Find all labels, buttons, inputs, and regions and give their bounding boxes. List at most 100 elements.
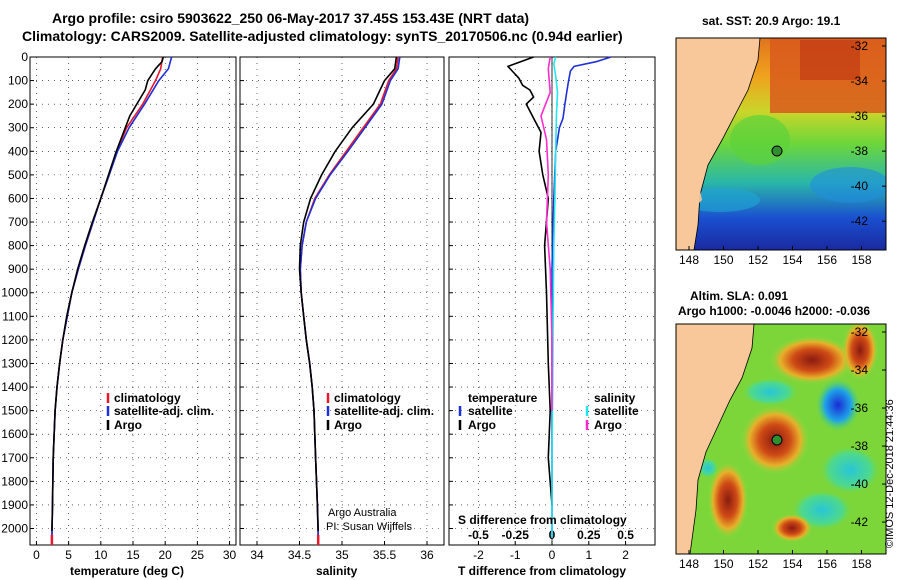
tick-label-y: 2000 bbox=[1, 521, 28, 535]
tick-label-x: 0 bbox=[549, 548, 556, 562]
xlabel-temperature: temperature (deg C) bbox=[70, 564, 184, 578]
tick-label-y: 1100 bbox=[2, 309, 28, 323]
tick-label-y: 500 bbox=[8, 168, 28, 182]
series-line bbox=[507, 56, 553, 505]
map-tick-label-y: -40 bbox=[851, 179, 869, 193]
tick-label-x: 35.5 bbox=[373, 548, 397, 562]
legend-label-t-satellite: satellite bbox=[468, 404, 513, 418]
tick-label-x: 10 bbox=[94, 548, 108, 562]
legend-label-s-satellite: satellite bbox=[594, 404, 639, 418]
tick-label-x2: -0.5 bbox=[468, 528, 489, 542]
sst-map-title: sat. SST: 20.9 Argo: 19.1 bbox=[702, 14, 841, 28]
sla-map: Altim. SLA: 0.091 Argo h1000: -0.0046 h2… bbox=[675, 289, 887, 555]
map-tick-label-y: -36 bbox=[851, 401, 869, 415]
tick-label-x: 5 bbox=[65, 548, 72, 562]
tick-label-y: 0 bbox=[21, 50, 28, 64]
sla-map-title2: Argo h1000: -0.0046 h2000: -0.036 bbox=[678, 304, 870, 318]
legend-temperature: climatology satellite-adj. clim. Argo bbox=[106, 391, 214, 432]
tick-label-x: 35 bbox=[335, 548, 349, 562]
annotation-argo-australia: Argo Australia bbox=[328, 507, 397, 519]
tick-label-y: 600 bbox=[8, 191, 28, 205]
tick-label-x: 2 bbox=[622, 548, 629, 562]
difference-panel: -2 -1 0 1 2-0.5 -0.25 0 0.25 0.5 bbox=[448, 56, 656, 562]
argo-location-marker bbox=[771, 434, 783, 446]
tick-label-x: -1 bbox=[510, 548, 521, 562]
map-tick-label-y: -42 bbox=[851, 214, 869, 228]
legend-differences: temperature satellite Argo salinity sate… bbox=[458, 391, 639, 527]
tick-label-x: 0 bbox=[33, 548, 40, 562]
sst-map: sat. SST: 20.9 Argo: 19.1 bbox=[675, 14, 887, 251]
series-line bbox=[51, 56, 165, 531]
map-tick-label-x: 154 bbox=[782, 557, 802, 571]
tick-label-x: 34.5 bbox=[288, 548, 312, 562]
s-difference-label: S difference from climatology bbox=[458, 513, 627, 527]
series-line bbox=[298, 56, 398, 531]
series-line bbox=[540, 56, 553, 411]
xlabel-salinity: salinity bbox=[316, 564, 358, 578]
map-tick-label-y: -38 bbox=[851, 144, 869, 158]
map-tick-label-x: 158 bbox=[851, 253, 871, 267]
tick-label-y: 400 bbox=[8, 144, 28, 158]
map-tick-label-x: 150 bbox=[713, 253, 733, 267]
tick-label-y: 1500 bbox=[1, 404, 28, 418]
legend-label-argo: Argo bbox=[114, 418, 142, 432]
tick-label-x: 25 bbox=[191, 548, 205, 562]
tick-label-x: -2 bbox=[473, 548, 484, 562]
map-tick-label-y: -42 bbox=[851, 515, 869, 529]
map-tick-label-x: 148 bbox=[679, 557, 699, 571]
map-tick-label-y: -34 bbox=[851, 363, 869, 377]
tick-label-y: 1000 bbox=[1, 286, 28, 300]
annotation-pi: PI: Susan Wijffels bbox=[326, 521, 412, 533]
map-tick-label-y: -40 bbox=[851, 477, 869, 491]
legend-title-salinity: salinity bbox=[594, 391, 636, 405]
legend-label-t-argo: Argo bbox=[468, 418, 496, 432]
map-axes: 148 150 152 154 156 158 -32 -34 -36 -38 -40 -42 148 1… bbox=[679, 39, 886, 571]
tick-label-y: 1400 bbox=[1, 380, 28, 394]
tick-label-x: 1 bbox=[585, 548, 592, 562]
series-line bbox=[551, 56, 612, 538]
tick-label-x: 34 bbox=[250, 548, 264, 562]
tick-label-x: 30 bbox=[223, 548, 237, 562]
map-tick-label-x: 152 bbox=[748, 557, 768, 571]
salinity-panel: 34 34.5 35 35.5 36 bbox=[239, 56, 445, 562]
tick-label-x: 20 bbox=[159, 548, 173, 562]
map-tick-label-x: 148 bbox=[679, 253, 699, 267]
tick-label-y: 1300 bbox=[1, 356, 28, 370]
map-tick-label-x: 156 bbox=[817, 557, 837, 571]
tick-label-y: 1700 bbox=[1, 451, 28, 465]
tick-label-y: 800 bbox=[8, 239, 28, 253]
tick-label-y: 300 bbox=[8, 121, 28, 135]
tick-label-y: 1800 bbox=[1, 474, 28, 488]
tick-label-y: 1600 bbox=[1, 427, 28, 441]
plot-title-line1: Argo profile: csiro 5903622_250 06-May-2… bbox=[52, 10, 530, 26]
map-tick-label-y: -36 bbox=[851, 109, 869, 123]
legend-title-temperature: temperature bbox=[468, 391, 538, 405]
legend-label-satellite: satellite-adj. clim. bbox=[114, 404, 214, 418]
tick-label-x2: 0.5 bbox=[617, 528, 634, 542]
tick-label-y: 200 bbox=[8, 97, 28, 111]
map-tick-label-y: -32 bbox=[851, 39, 869, 53]
map-tick-label-x: 158 bbox=[851, 557, 871, 571]
legend-label-argo: Argo bbox=[334, 418, 362, 432]
map-tick-label-y: -38 bbox=[851, 439, 869, 453]
legend-salinity: climatology satellite-adj. clim. Argo Ar… bbox=[326, 391, 434, 533]
map-tick-label-y: -32 bbox=[851, 325, 869, 339]
tick-label-y: 700 bbox=[8, 215, 28, 229]
tick-label-y: 900 bbox=[8, 262, 28, 276]
xlabel-t-difference: T difference from climatology bbox=[458, 564, 626, 578]
tick-label-y: 1900 bbox=[1, 498, 28, 512]
map-tick-label-y: -34 bbox=[851, 74, 869, 88]
map-tick-label-x: 154 bbox=[782, 253, 802, 267]
map-tick-label-x: 156 bbox=[817, 253, 837, 267]
legend-label-climatology: climatology bbox=[334, 391, 401, 405]
credit-text: ©IMOS 12-Dec-2018 21:44:36 bbox=[884, 399, 896, 548]
tick-label-x: 15 bbox=[126, 548, 140, 562]
map-tick-label-x: 152 bbox=[748, 253, 768, 267]
argo-location-marker bbox=[771, 145, 783, 157]
tick-label-x: 36 bbox=[420, 548, 434, 562]
plot-title-line2: Climatology: CARS2009. Satellite-adjuste… bbox=[22, 28, 623, 44]
plot-frame bbox=[29, 56, 237, 546]
tick-label-x2: 0.25 bbox=[577, 528, 601, 542]
legend-label-climatology: climatology bbox=[114, 391, 181, 405]
